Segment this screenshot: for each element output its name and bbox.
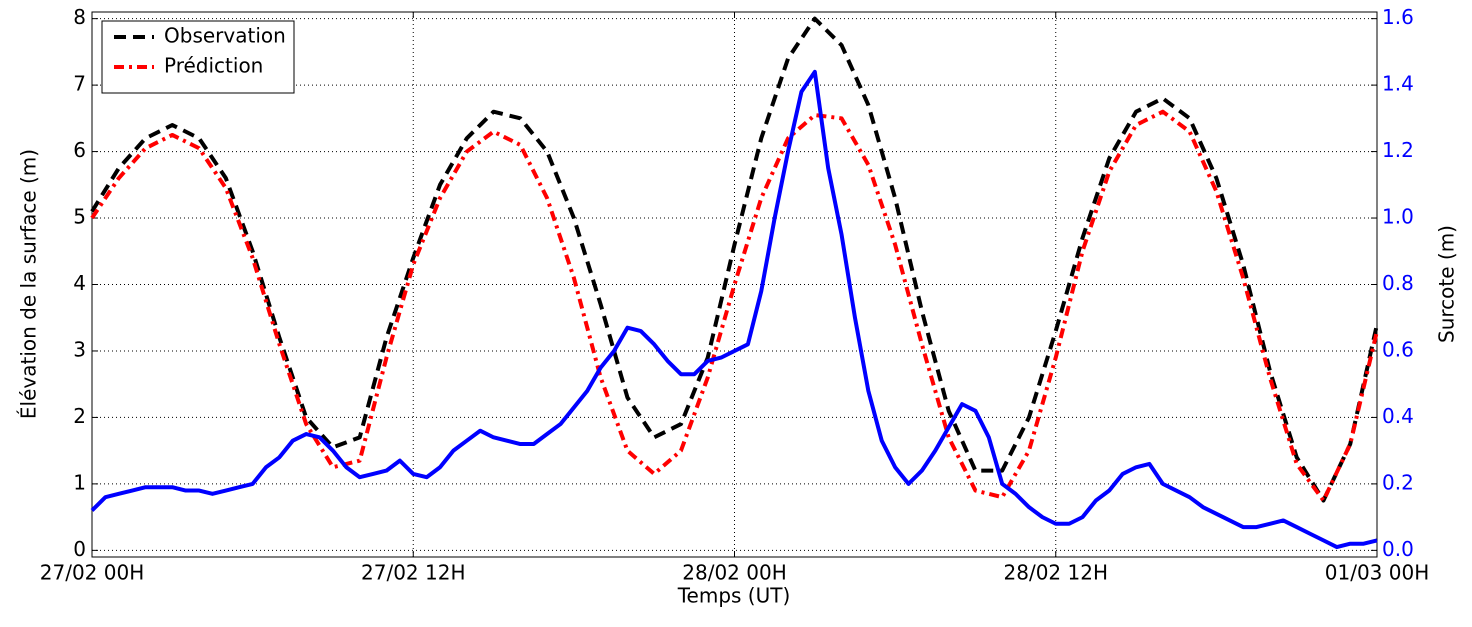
y-tick-label: 1 — [73, 470, 86, 494]
legend-label: Observation — [164, 24, 286, 48]
y2-tick-label: 1.6 — [1382, 5, 1414, 29]
y2-tick-label: 0.0 — [1382, 537, 1414, 561]
y-axis-label: Élévation de la surface (m) — [17, 149, 41, 419]
x-tick-label: 28/02 12H — [1004, 561, 1108, 585]
plot-frame — [91, 11, 1378, 558]
y2-tick-label: 1.0 — [1382, 205, 1414, 229]
x-tick-label: 28/02 00H — [682, 561, 786, 585]
legend-label: Prédiction — [164, 54, 263, 78]
x-tick-label: 27/02 00H — [40, 561, 144, 585]
y2-tick-label: 0.2 — [1382, 470, 1414, 494]
y2-tick-label: 0.8 — [1382, 271, 1414, 295]
y2-tick-label: 1.4 — [1382, 72, 1414, 96]
y-tick-label: 6 — [73, 138, 86, 162]
y2-tick-label: 1.2 — [1382, 138, 1414, 162]
x-tick-label: 01/03 00H — [1325, 561, 1429, 585]
x-tick-label: 27/02 12H — [361, 561, 465, 585]
series-line — [90, 69, 1378, 550]
series-line — [90, 16, 1379, 503]
y-tick-label: 3 — [73, 337, 86, 361]
y-tick-label: 8 — [73, 5, 86, 29]
y-tick-label: 2 — [73, 404, 86, 428]
x-axis-label: Temps (UT) — [677, 584, 791, 608]
y2-axis-label: Surcote (m) — [1435, 225, 1459, 343]
y2-tick-label: 0.6 — [1382, 337, 1414, 361]
y-tick-label: 7 — [73, 72, 86, 96]
y-tick-label: 5 — [73, 205, 86, 229]
legend-box — [101, 20, 295, 94]
y2-tick-label: 0.4 — [1382, 404, 1414, 428]
y-tick-label: 0 — [73, 537, 86, 561]
y-tick-label: 4 — [73, 271, 86, 295]
series-line — [90, 109, 1379, 503]
